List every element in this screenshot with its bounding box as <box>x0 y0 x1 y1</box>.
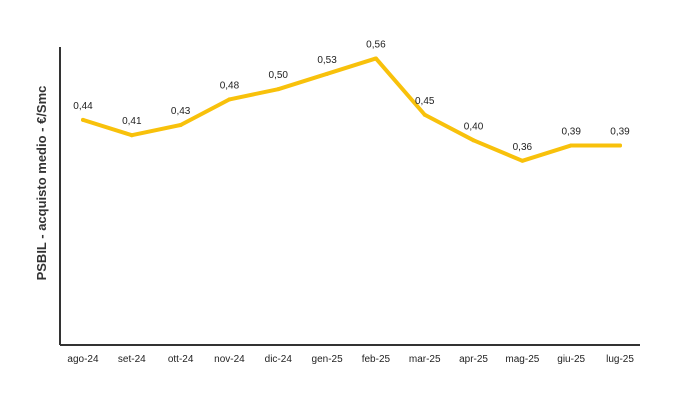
data-label-ago-24: 0,44 <box>73 101 93 112</box>
x-tick-label-nov-24: nov-24 <box>214 354 245 365</box>
data-point-giu-25 <box>569 143 574 148</box>
x-tick-label-dic-24: dic-24 <box>265 354 293 365</box>
data-point-ago-24 <box>81 117 85 122</box>
data-point-mar-25 <box>422 112 427 117</box>
data-label-ott-24: 0,43 <box>171 106 191 117</box>
data-label-gen-25: 0,53 <box>317 55 337 66</box>
data-label-apr-25: 0,40 <box>464 121 484 132</box>
series-line-0 <box>81 56 622 163</box>
data-point-nov-24 <box>227 97 232 102</box>
x-tick-label-lug-25: lug-25 <box>606 354 634 365</box>
x-tick-label-ago-24: ago-24 <box>67 354 99 365</box>
x-tick-label-feb-25: feb-25 <box>362 354 391 365</box>
x-tick-label-apr-25: apr-25 <box>459 354 488 365</box>
data-label-mar-25: 0,45 <box>415 96 435 107</box>
data-point-apr-25 <box>471 138 476 143</box>
data-point-feb-25 <box>373 56 378 61</box>
x-tick-label-mag-25: mag-25 <box>505 354 539 365</box>
data-label-mag-25: 0,36 <box>513 142 533 153</box>
x-tick-label-set-24: set-24 <box>118 354 146 365</box>
y-axis-title: PSBIL - acquisto medio - €/Smc <box>34 86 49 281</box>
data-label-feb-25: 0,56 <box>366 39 386 50</box>
x-tick-label-gen-25: gen-25 <box>312 354 344 365</box>
data-label-lug-25: 0,39 <box>610 126 630 137</box>
data-point-mag-25 <box>520 158 525 163</box>
data-label-giu-25: 0,39 <box>561 126 581 137</box>
data-point-ott-24 <box>178 122 183 127</box>
data-label-set-24: 0,41 <box>122 116 142 127</box>
data-label-dic-24: 0,50 <box>269 70 289 81</box>
data-point-gen-25 <box>325 71 330 76</box>
series-lines <box>81 56 622 163</box>
x-tick-label-ott-24: ott-24 <box>168 354 194 365</box>
x-tick-label-mar-25: mar-25 <box>409 354 441 365</box>
x-tick-labels: ago-24 set-24 ott-24 nov-24 dic-24 gen-25 feb-… <box>67 354 634 365</box>
data-point-lug-25 <box>618 143 622 148</box>
x-tick-label-giu-25: giu-25 <box>557 354 585 365</box>
data-labels: 0,44 0,41 0,43 0,48 0,50 0,53 0,56 0,45 0,40 0,36… <box>73 39 630 152</box>
data-point-dic-24 <box>276 87 281 92</box>
data-label-nov-24: 0,48 <box>220 80 240 91</box>
data-point-set-24 <box>129 133 134 138</box>
